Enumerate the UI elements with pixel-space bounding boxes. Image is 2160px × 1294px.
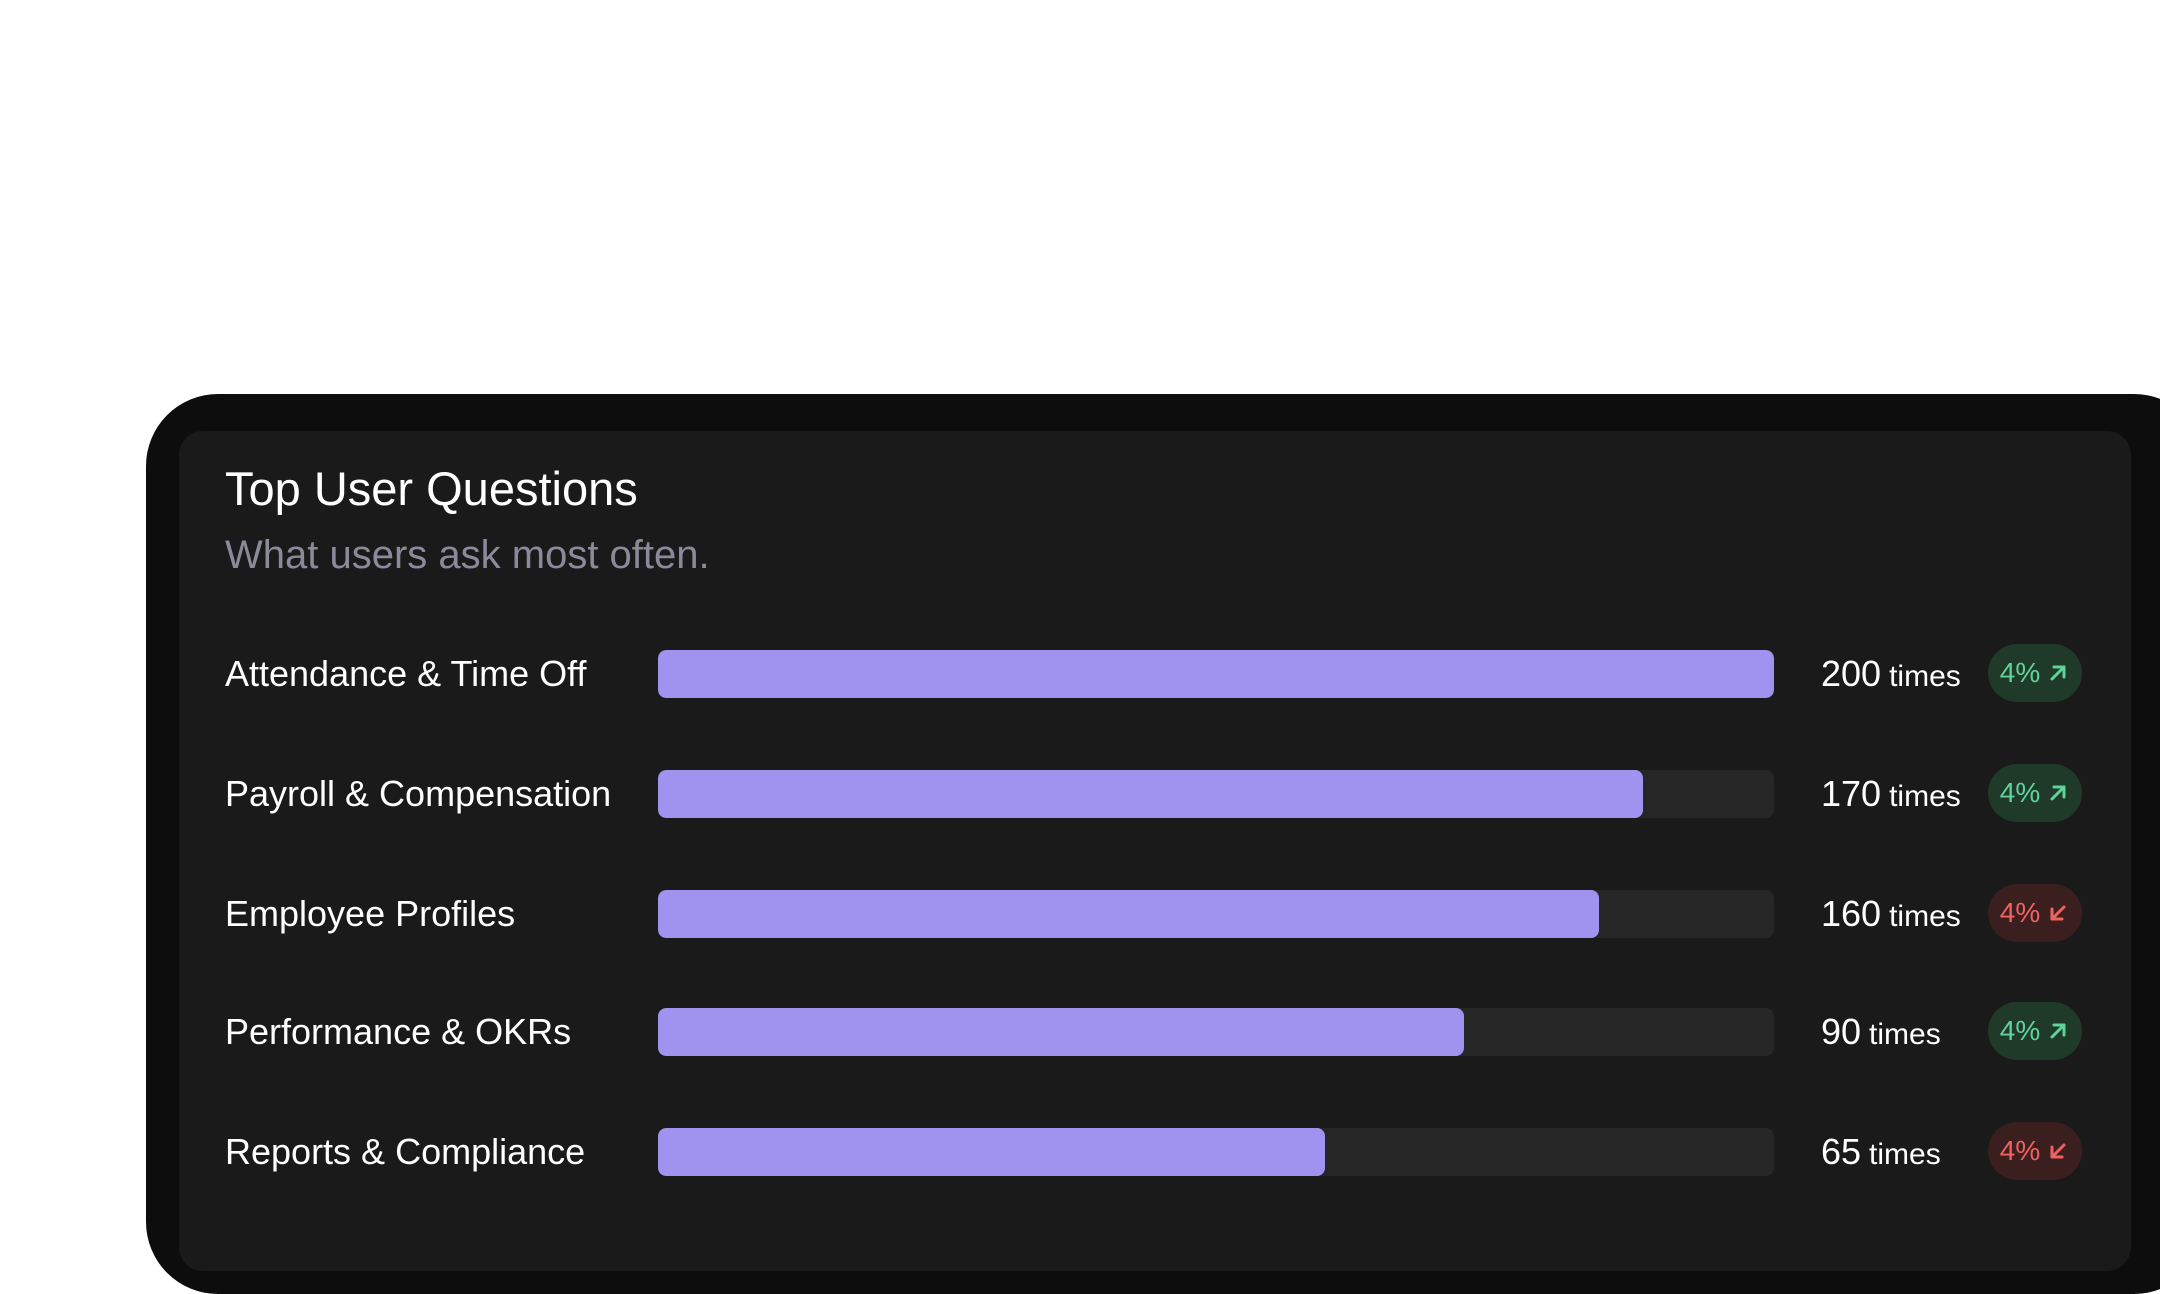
count-unit: times (1869, 1138, 1941, 1171)
arrow-down-left-icon (2050, 905, 2066, 921)
trend-percent: 4% (1999, 657, 2041, 688)
trend-badge: 4% (1988, 764, 2082, 822)
arrow-up-right-icon (2050, 1023, 2066, 1039)
bar-track (658, 1008, 1774, 1056)
card-title: Top User Questions (225, 462, 638, 515)
bar-fill (658, 770, 1644, 818)
question-row[interactable]: Reports & Compliance 65 times 4% (179, 1122, 2131, 1182)
count-value: 200 (1821, 653, 1882, 694)
question-label: Reports & Compliance (225, 1131, 586, 1172)
question-row[interactable]: Payroll & Compensation 170 times 4% (179, 764, 2131, 824)
trend-percent: 4% (1999, 777, 2041, 808)
trend-percent: 4% (1999, 1135, 2041, 1166)
trend-badge: 4% (1988, 1122, 2082, 1180)
question-label: Attendance & Time Off (225, 653, 587, 694)
trend-badge: 4% (1988, 644, 2082, 702)
trend-badge: 4% (1988, 884, 2082, 942)
bar-track (658, 770, 1774, 818)
question-count: 200 times (1821, 652, 1961, 704)
question-row[interactable]: Performance & OKRs 90 times 4% (179, 1002, 2131, 1062)
count-value: 160 (1821, 893, 1882, 934)
card-subtitle: What users ask most often. (225, 533, 710, 577)
count-value: 170 (1821, 773, 1882, 814)
bar-fill (658, 1128, 1326, 1176)
trend-percent: 4% (1999, 897, 2041, 928)
trend-badge: 4% (1988, 1002, 2082, 1060)
count-value: 90 (1821, 1011, 1862, 1052)
arrow-up-right-icon (2050, 665, 2066, 681)
count-value: 65 (1821, 1131, 1862, 1172)
question-label: Performance & OKRs (225, 1011, 572, 1052)
question-row[interactable]: Attendance & Time Off 200 times 4% (179, 644, 2131, 704)
bar-track (658, 890, 1774, 938)
count-unit: times (1889, 660, 1961, 693)
bar-track (658, 650, 1774, 698)
count-unit: times (1889, 780, 1961, 813)
top-user-questions-card: Top User Questions What users ask most o… (179, 431, 2131, 1271)
bar-fill (658, 890, 1599, 938)
bar-fill (658, 1008, 1464, 1056)
arrow-up-right-icon (2050, 785, 2066, 801)
question-count: 170 times (1821, 772, 1961, 824)
count-unit: times (1889, 900, 1961, 933)
bar-track (658, 1128, 1774, 1176)
count-unit: times (1869, 1018, 1941, 1051)
question-count: 160 times (1821, 892, 1961, 944)
question-row[interactable]: Employee Profiles 160 times 4% (179, 884, 2131, 944)
question-label: Payroll & Compensation (225, 773, 612, 814)
question-count: 65 times (1821, 1130, 1941, 1182)
question-count: 90 times (1821, 1010, 1941, 1062)
trend-percent: 4% (1999, 1015, 2041, 1046)
arrow-down-left-icon (2050, 1143, 2066, 1159)
question-label: Employee Profiles (225, 893, 516, 934)
bar-fill (658, 650, 1774, 698)
